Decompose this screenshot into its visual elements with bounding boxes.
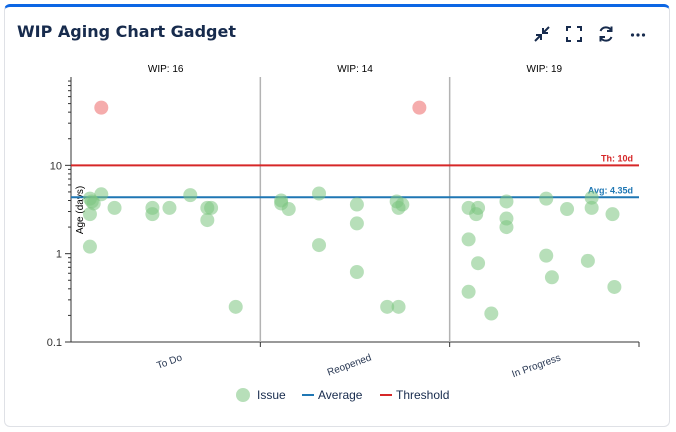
minimize-icon [534, 26, 550, 42]
y-tick-label: 1 [56, 249, 62, 261]
issue-point [145, 207, 160, 222]
issue-point [228, 299, 243, 314]
y-tick-label: 0.1 [47, 337, 62, 349]
x-category-label: To Do [155, 352, 184, 371]
issue-point [349, 197, 364, 212]
issue-point [461, 232, 476, 247]
legend-label: Average [318, 388, 363, 402]
legend-label: Threshold [396, 388, 449, 402]
issue-point [391, 299, 406, 314]
wip-count-label: WIP: 16 [148, 64, 184, 75]
more-button[interactable] [626, 22, 650, 46]
gadget-card [4, 4, 670, 427]
issue-point [349, 265, 364, 280]
issue-point [580, 253, 595, 268]
issue-point [380, 299, 395, 314]
issue-point [162, 200, 177, 215]
issue-point [281, 202, 296, 217]
refresh-button[interactable] [594, 22, 618, 46]
issue-point [312, 238, 327, 253]
refresh-icon [599, 26, 613, 42]
y-tick-label: 10 [50, 160, 62, 172]
gadget-title: WIP Aging Chart Gadget [17, 22, 237, 41]
issue-point [82, 239, 97, 254]
fullscreen-button[interactable] [562, 22, 586, 46]
legend-issue-swatch [236, 388, 250, 402]
issue-point [82, 207, 97, 222]
threshold-label: Th: 10d [601, 153, 633, 163]
issue-point [560, 202, 575, 217]
issue-point [471, 256, 486, 271]
issue-point [499, 194, 514, 209]
issue-point [584, 190, 599, 205]
issue-point [584, 200, 599, 215]
issue-point [544, 270, 559, 285]
wip-count-label: WIP: 14 [337, 64, 373, 75]
more-icon [630, 33, 646, 37]
issue-point [94, 187, 109, 202]
y-axis-label: Age (days) [75, 186, 86, 234]
issue-point [349, 216, 364, 231]
wip-count-label: WIP: 19 [527, 64, 563, 75]
fullscreen-icon [566, 26, 582, 42]
issue-point [484, 306, 499, 321]
issue-point [312, 186, 327, 201]
issue-point [469, 207, 484, 222]
issue-point [499, 220, 514, 235]
x-category-label: Reopened [326, 352, 373, 378]
issue-point [183, 188, 198, 203]
issue-point [204, 200, 219, 215]
issue-point [607, 279, 622, 294]
issue-point [107, 200, 122, 215]
issue-point [94, 100, 109, 115]
issue-point [605, 207, 620, 222]
issue-point [200, 213, 215, 228]
issue-point [539, 248, 554, 263]
x-category-label: In Progress [511, 352, 563, 380]
legend-label: Issue [257, 388, 286, 402]
issue-point [539, 191, 554, 206]
average-label: Avg: 4.35d [588, 185, 633, 195]
minimize-button[interactable] [530, 22, 554, 46]
issue-point [461, 284, 476, 299]
issue-point [412, 100, 427, 115]
issue-point [391, 200, 406, 215]
